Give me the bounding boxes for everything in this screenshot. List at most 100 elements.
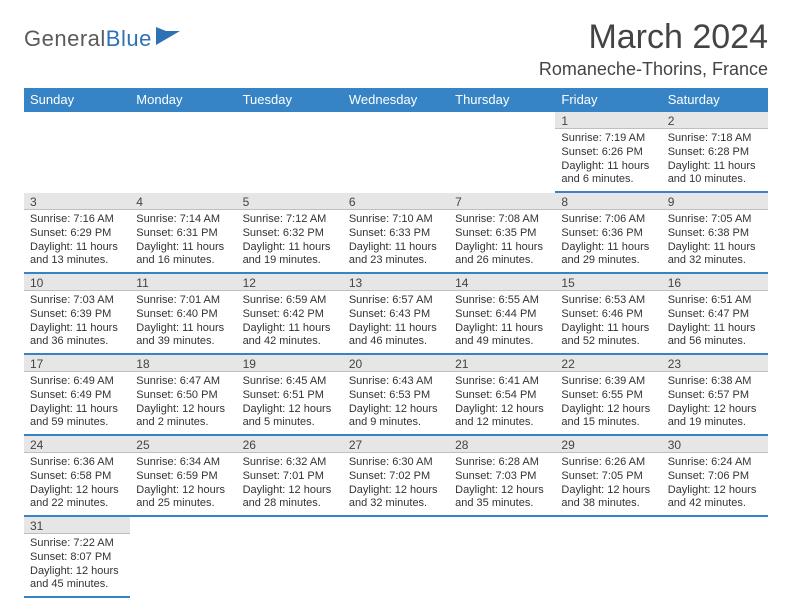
daylight-text: Daylight: 12 hours and 2 minutes. (136, 403, 230, 431)
day-number: 27 (343, 436, 449, 453)
sunset-text: Sunset: 6:53 PM (349, 389, 443, 403)
sunset-text: Sunset: 7:03 PM (455, 470, 549, 484)
daylight-text: Daylight: 12 hours and 32 minutes. (349, 484, 443, 512)
sunrise-text: Sunrise: 7:16 AM (30, 213, 124, 227)
calendar-cell (237, 112, 343, 193)
location-text: Romaneche-Thorins, France (539, 59, 768, 80)
day-number: 20 (343, 355, 449, 372)
calendar-week-row: 17Sunrise: 6:49 AMSunset: 6:49 PMDayligh… (24, 354, 768, 435)
day-number: 15 (555, 274, 661, 291)
daylight-text: Daylight: 12 hours and 5 minutes. (243, 403, 337, 431)
calendar-cell: 21Sunrise: 6:41 AMSunset: 6:54 PMDayligh… (449, 354, 555, 435)
calendar-cell (555, 516, 661, 597)
sunset-text: Sunset: 6:51 PM (243, 389, 337, 403)
calendar-week-row: 24Sunrise: 6:36 AMSunset: 6:58 PMDayligh… (24, 435, 768, 516)
day-details: Sunrise: 7:14 AMSunset: 6:31 PMDaylight:… (130, 210, 236, 272)
sunrise-text: Sunrise: 7:22 AM (30, 537, 124, 551)
day-details: Sunrise: 7:22 AMSunset: 8:07 PMDaylight:… (24, 534, 130, 596)
calendar-week-row: 10Sunrise: 7:03 AMSunset: 6:39 PMDayligh… (24, 273, 768, 354)
day-number: 14 (449, 274, 555, 291)
sunrise-text: Sunrise: 7:10 AM (349, 213, 443, 227)
sunrise-text: Sunrise: 6:30 AM (349, 456, 443, 470)
day-number: 22 (555, 355, 661, 372)
calendar-cell: 23Sunrise: 6:38 AMSunset: 6:57 PMDayligh… (662, 354, 768, 435)
weekday-header: Sunday (24, 88, 130, 112)
brand-general: General (24, 26, 106, 51)
day-details: Sunrise: 6:45 AMSunset: 6:51 PMDaylight:… (237, 372, 343, 434)
sunset-text: Sunset: 6:28 PM (668, 146, 762, 160)
sunrise-text: Sunrise: 6:24 AM (668, 456, 762, 470)
sunset-text: Sunset: 6:36 PM (561, 227, 655, 241)
day-details: Sunrise: 7:12 AMSunset: 6:32 PMDaylight:… (237, 210, 343, 272)
day-number (237, 112, 343, 129)
day-details: Sunrise: 7:01 AMSunset: 6:40 PMDaylight:… (130, 291, 236, 353)
day-details: Sunrise: 7:16 AMSunset: 6:29 PMDaylight:… (24, 210, 130, 272)
daylight-text: Daylight: 12 hours and 22 minutes. (30, 484, 124, 512)
day-number: 8 (555, 193, 661, 210)
sunset-text: Sunset: 7:01 PM (243, 470, 337, 484)
sunset-text: Sunset: 6:42 PM (243, 308, 337, 322)
day-number: 13 (343, 274, 449, 291)
day-number: 26 (237, 436, 343, 453)
sunset-text: Sunset: 8:07 PM (30, 551, 124, 565)
day-details: Sunrise: 7:18 AMSunset: 6:28 PMDaylight:… (662, 129, 768, 191)
day-details: Sunrise: 6:39 AMSunset: 6:55 PMDaylight:… (555, 372, 661, 434)
sunrise-text: Sunrise: 6:57 AM (349, 294, 443, 308)
daylight-text: Daylight: 11 hours and 52 minutes. (561, 322, 655, 350)
sunset-text: Sunset: 6:59 PM (136, 470, 230, 484)
calendar-cell: 25Sunrise: 6:34 AMSunset: 6:59 PMDayligh… (130, 435, 236, 516)
day-details: Sunrise: 6:41 AMSunset: 6:54 PMDaylight:… (449, 372, 555, 434)
daylight-text: Daylight: 11 hours and 39 minutes. (136, 322, 230, 350)
calendar-cell: 14Sunrise: 6:55 AMSunset: 6:44 PMDayligh… (449, 273, 555, 354)
sunrise-text: Sunrise: 6:36 AM (30, 456, 124, 470)
sunset-text: Sunset: 6:47 PM (668, 308, 762, 322)
calendar-cell: 12Sunrise: 6:59 AMSunset: 6:42 PMDayligh… (237, 273, 343, 354)
daylight-text: Daylight: 12 hours and 19 minutes. (668, 403, 762, 431)
day-number: 19 (237, 355, 343, 372)
sunset-text: Sunset: 6:50 PM (136, 389, 230, 403)
sunrise-text: Sunrise: 6:55 AM (455, 294, 549, 308)
day-details: Sunrise: 6:47 AMSunset: 6:50 PMDaylight:… (130, 372, 236, 434)
weekday-header-row: Sunday Monday Tuesday Wednesday Thursday… (24, 88, 768, 112)
weekday-header: Saturday (662, 88, 768, 112)
day-number: 23 (662, 355, 768, 372)
brand-logo: GeneralBlue (24, 18, 184, 52)
sunrise-text: Sunrise: 6:34 AM (136, 456, 230, 470)
sunrise-text: Sunrise: 6:28 AM (455, 456, 549, 470)
sunset-text: Sunset: 6:35 PM (455, 227, 549, 241)
sunset-text: Sunset: 6:33 PM (349, 227, 443, 241)
day-details: Sunrise: 7:10 AMSunset: 6:33 PMDaylight:… (343, 210, 449, 272)
day-details: Sunrise: 7:03 AMSunset: 6:39 PMDaylight:… (24, 291, 130, 353)
calendar-cell: 24Sunrise: 6:36 AMSunset: 6:58 PMDayligh… (24, 435, 130, 516)
calendar-cell: 8Sunrise: 7:06 AMSunset: 6:36 PMDaylight… (555, 192, 661, 273)
day-number: 17 (24, 355, 130, 372)
sunrise-text: Sunrise: 6:43 AM (349, 375, 443, 389)
daylight-text: Daylight: 11 hours and 59 minutes. (30, 403, 124, 431)
calendar-cell (343, 516, 449, 597)
day-number (449, 517, 555, 534)
daylight-text: Daylight: 12 hours and 42 minutes. (668, 484, 762, 512)
sunset-text: Sunset: 6:39 PM (30, 308, 124, 322)
day-number: 2 (662, 112, 768, 129)
calendar-cell: 3Sunrise: 7:16 AMSunset: 6:29 PMDaylight… (24, 192, 130, 273)
brand-blue: Blue (106, 26, 152, 51)
day-details: Sunrise: 7:19 AMSunset: 6:26 PMDaylight:… (555, 129, 661, 191)
sunrise-text: Sunrise: 7:03 AM (30, 294, 124, 308)
daylight-text: Daylight: 11 hours and 13 minutes. (30, 241, 124, 269)
calendar-cell (24, 112, 130, 193)
day-details: Sunrise: 6:26 AMSunset: 7:05 PMDaylight:… (555, 453, 661, 515)
day-details: Sunrise: 6:51 AMSunset: 6:47 PMDaylight:… (662, 291, 768, 353)
day-details: Sunrise: 6:24 AMSunset: 7:06 PMDaylight:… (662, 453, 768, 515)
sunset-text: Sunset: 6:26 PM (561, 146, 655, 160)
day-number (130, 517, 236, 534)
daylight-text: Daylight: 11 hours and 56 minutes. (668, 322, 762, 350)
brand-text: GeneralBlue (24, 26, 152, 52)
calendar-cell: 10Sunrise: 7:03 AMSunset: 6:39 PMDayligh… (24, 273, 130, 354)
day-details: Sunrise: 6:34 AMSunset: 6:59 PMDaylight:… (130, 453, 236, 515)
sunrise-text: Sunrise: 6:26 AM (561, 456, 655, 470)
sunrise-text: Sunrise: 6:59 AM (243, 294, 337, 308)
daylight-text: Daylight: 12 hours and 12 minutes. (455, 403, 549, 431)
daylight-text: Daylight: 12 hours and 9 minutes. (349, 403, 443, 431)
title-block: March 2024 Romaneche-Thorins, France (539, 18, 768, 80)
daylight-text: Daylight: 12 hours and 15 minutes. (561, 403, 655, 431)
